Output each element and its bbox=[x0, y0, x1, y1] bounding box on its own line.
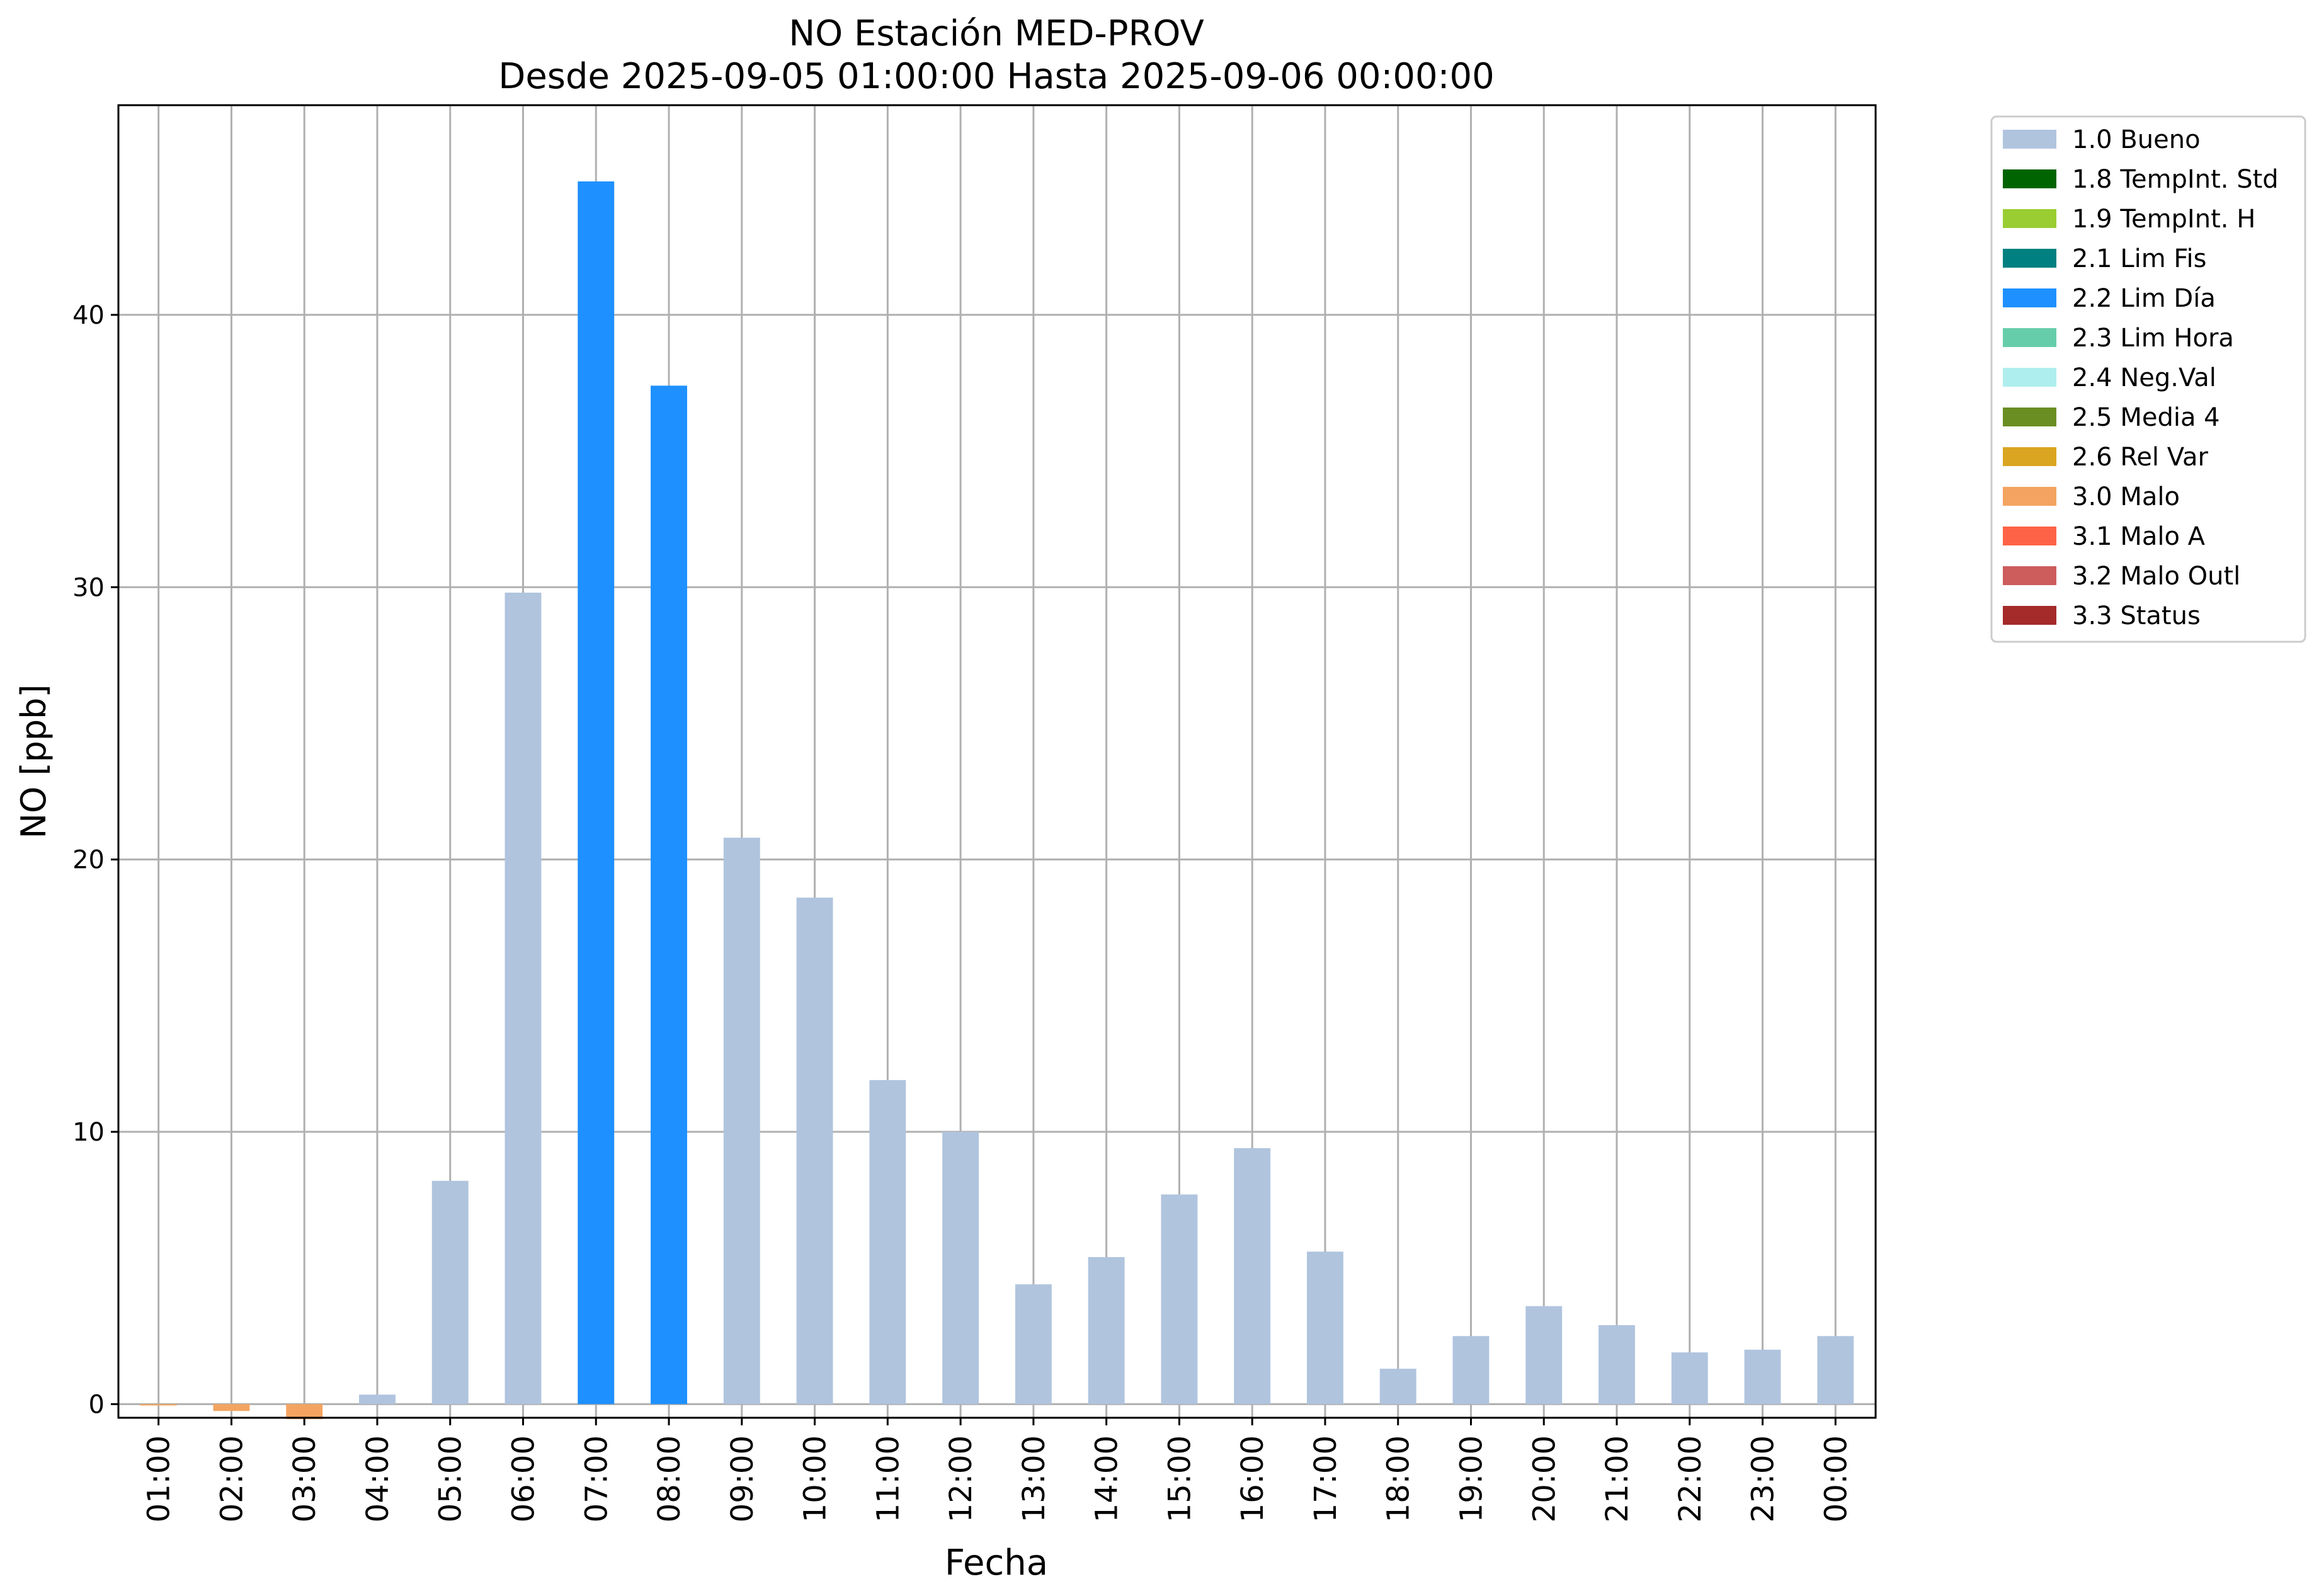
legend-swatch bbox=[2003, 328, 2056, 347]
legend-swatch bbox=[2003, 368, 2056, 387]
x-tick-label: 23:00 bbox=[1746, 1435, 1781, 1522]
legend-label: 2.3 Lim Hora bbox=[2072, 324, 2234, 353]
y-axis-label: NO [ppb] bbox=[14, 684, 54, 838]
bars bbox=[140, 181, 1854, 1420]
legend-swatch bbox=[2003, 209, 2056, 228]
y-tick-label: 10 bbox=[72, 1118, 105, 1147]
legend-swatch bbox=[2003, 408, 2056, 426]
x-axis-ticks: 01:00 02:00 03:00 04:00 05:00 06:00 07:00 08:00… bbox=[142, 1418, 1854, 1522]
x-tick-label: 15:00 bbox=[1162, 1435, 1197, 1522]
x-tick-label: 00:00 bbox=[1818, 1435, 1854, 1522]
bar bbox=[1671, 1352, 1708, 1405]
x-tick-label: 18:00 bbox=[1381, 1435, 1416, 1522]
x-tick-label: 16:00 bbox=[1235, 1435, 1270, 1522]
bar bbox=[1088, 1257, 1125, 1405]
legend-label: 3.2 Malo Outl bbox=[2072, 562, 2240, 591]
x-tick-label: 10:00 bbox=[798, 1435, 833, 1522]
x-tick-label: 03:00 bbox=[287, 1435, 322, 1522]
bar bbox=[578, 181, 615, 1405]
bar bbox=[286, 1404, 323, 1420]
x-tick-label: 22:00 bbox=[1673, 1435, 1708, 1522]
bar bbox=[359, 1394, 396, 1405]
y-tick-label: 20 bbox=[72, 846, 105, 875]
legend: 1.0 Bueno 1.8 TempInt. Std 1.9 TempInt. H 2… bbox=[1990, 115, 2306, 643]
bar bbox=[651, 385, 687, 1405]
legend-label: 2.4 Neg.Val bbox=[2072, 363, 2216, 392]
chart-title: NO Estación MED-PROV bbox=[789, 13, 1204, 54]
y-tick-label: 0 bbox=[89, 1390, 105, 1419]
x-tick-label: 17:00 bbox=[1308, 1435, 1343, 1522]
x-tick-label: 08:00 bbox=[652, 1435, 687, 1522]
legend-label: 2.2 Lim Día bbox=[2072, 284, 2216, 313]
bar bbox=[1744, 1349, 1781, 1405]
x-tick-label: 19:00 bbox=[1454, 1435, 1489, 1522]
legend-swatch bbox=[2003, 249, 2056, 268]
legend-swatch bbox=[2003, 527, 2056, 545]
x-axis-label: Fecha bbox=[945, 1542, 1048, 1583]
legend-label: 3.1 Malo A bbox=[2072, 522, 2206, 551]
x-tick-label: 21:00 bbox=[1600, 1435, 1635, 1522]
x-tick-label: 06:00 bbox=[506, 1435, 542, 1522]
legend-label: 3.3 Status bbox=[2072, 601, 2201, 630]
legend-swatch bbox=[2003, 288, 2056, 307]
bar bbox=[1307, 1251, 1343, 1405]
legend-swatch bbox=[2003, 169, 2056, 188]
x-tick-label: 07:00 bbox=[579, 1435, 614, 1522]
bar bbox=[1161, 1194, 1198, 1405]
bar bbox=[723, 838, 760, 1405]
legend-label: 1.0 Bueno bbox=[2072, 125, 2201, 154]
legend-swatch bbox=[2003, 447, 2056, 466]
y-tick-label: 40 bbox=[72, 301, 105, 330]
x-tick-label: 05:00 bbox=[433, 1435, 469, 1522]
legend-label: 2.6 Rel Var bbox=[2072, 443, 2209, 472]
x-tick-label: 02:00 bbox=[214, 1435, 249, 1522]
bar bbox=[213, 1404, 250, 1411]
bar bbox=[140, 1404, 177, 1406]
bar bbox=[1598, 1325, 1635, 1405]
bar bbox=[1452, 1336, 1490, 1405]
x-tick-label: 14:00 bbox=[1090, 1435, 1125, 1522]
bar bbox=[869, 1080, 906, 1405]
bar bbox=[1234, 1148, 1271, 1405]
legend-label: 2.5 Media 4 bbox=[2072, 403, 2220, 432]
bar bbox=[1379, 1369, 1416, 1405]
legend-label: 2.1 Lim Fis bbox=[2072, 244, 2206, 273]
x-tick-label: 12:00 bbox=[943, 1435, 979, 1522]
y-axis-ticks: 0 10 20 30 40 bbox=[72, 301, 118, 1419]
legend-frame bbox=[1990, 115, 2306, 643]
x-tick-label: 20:00 bbox=[1527, 1435, 1562, 1522]
bar bbox=[504, 592, 542, 1405]
legend-swatch bbox=[2003, 606, 2056, 625]
x-tick-label: 04:00 bbox=[360, 1435, 396, 1522]
bar bbox=[796, 898, 833, 1405]
bar bbox=[1817, 1336, 1854, 1405]
legend-label: 3.0 Malo bbox=[2072, 482, 2180, 511]
x-tick-label: 11:00 bbox=[870, 1435, 906, 1522]
plot-frame bbox=[117, 104, 1877, 1419]
legend-label: 1.8 TempInt. Std bbox=[2072, 165, 2279, 194]
bar bbox=[1525, 1306, 1563, 1405]
bar bbox=[1015, 1284, 1052, 1405]
legend-swatch bbox=[2003, 130, 2056, 149]
legend-swatch bbox=[2003, 566, 2056, 585]
bar bbox=[431, 1180, 469, 1405]
grid bbox=[118, 105, 1876, 1418]
x-tick-label: 01:00 bbox=[142, 1435, 177, 1522]
x-tick-label: 09:00 bbox=[725, 1435, 760, 1522]
legend-label: 1.9 TempInt. H bbox=[2072, 205, 2255, 234]
chart-subtitle: Desde 2025-09-05 01:00:00 Hasta 2025-09-… bbox=[498, 56, 1495, 97]
legend-swatch bbox=[2003, 487, 2056, 506]
bar bbox=[942, 1132, 979, 1405]
x-tick-label: 13:00 bbox=[1017, 1435, 1052, 1522]
y-tick-label: 30 bbox=[72, 573, 105, 602]
